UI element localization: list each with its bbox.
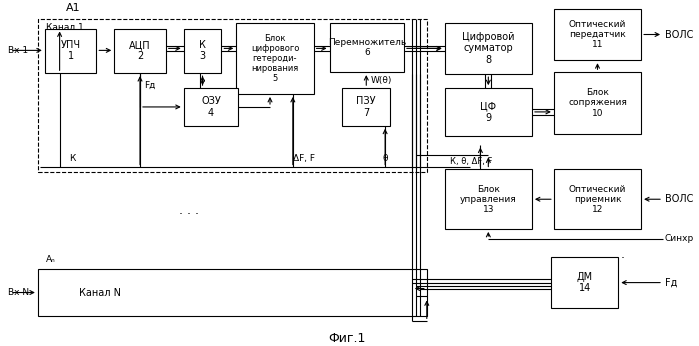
Bar — [329, 22, 404, 72]
Text: Синхр: Синхр — [665, 235, 694, 244]
Text: ΔF, F: ΔF, F — [293, 154, 315, 163]
Text: К, θ, ΔF, F: К, θ, ΔF, F — [449, 157, 492, 166]
Text: W(θ): W(θ) — [370, 76, 391, 85]
Bar — [184, 88, 238, 126]
Bar — [38, 19, 427, 172]
Text: θ: θ — [382, 154, 388, 163]
Bar — [554, 72, 641, 134]
Bar — [554, 9, 641, 60]
Bar — [343, 88, 390, 126]
Bar — [114, 29, 166, 73]
Text: Блок
сопряжения
10: Блок сопряжения 10 — [568, 89, 627, 118]
Text: ВОЛС: ВОЛС — [665, 29, 693, 39]
Text: ПЗУ
7: ПЗУ 7 — [356, 96, 376, 118]
Text: Блок
цифрового
гетероди-
нирования
5: Блок цифрового гетероди- нирования 5 — [251, 34, 299, 83]
Text: · · ·: · · · — [605, 252, 626, 265]
Text: Вх 1: Вх 1 — [8, 46, 28, 55]
Text: Блок
управления
13: Блок управления 13 — [460, 185, 517, 214]
Text: A1: A1 — [66, 3, 80, 13]
Text: ВОЛС: ВОЛС — [665, 194, 693, 204]
Text: ОЗУ
4: ОЗУ 4 — [201, 96, 221, 118]
Text: К
3: К 3 — [199, 40, 206, 62]
Bar — [184, 29, 222, 73]
Text: Канал N: Канал N — [80, 288, 122, 298]
Text: Фиг.1: Фиг.1 — [329, 332, 366, 345]
Bar — [236, 22, 314, 94]
Text: Fд: Fд — [144, 81, 155, 90]
Text: АЦП
2: АЦП 2 — [129, 40, 151, 62]
Text: · · ·: · · · — [179, 208, 199, 221]
Bar — [554, 170, 641, 229]
Text: Цифровой
сумматор
8: Цифровой сумматор 8 — [462, 32, 514, 65]
Text: Оптический
приемник
12: Оптический приемник 12 — [569, 185, 626, 214]
Bar — [45, 29, 96, 73]
Text: Оптический
передатчик
11: Оптический передатчик 11 — [569, 20, 626, 49]
Bar — [551, 257, 619, 308]
Bar — [445, 22, 532, 74]
Text: К: К — [69, 154, 76, 163]
Text: Канал 1: Канал 1 — [45, 22, 83, 31]
Text: УПЧ
1: УПЧ 1 — [61, 40, 80, 62]
Text: Перемножитель
6: Перемножитель 6 — [328, 38, 406, 57]
Text: Fд: Fд — [665, 277, 677, 288]
Text: ДМ
14: ДМ 14 — [577, 272, 593, 293]
Text: Aₙ: Aₙ — [45, 255, 55, 264]
Text: ЦФ
9: ЦФ 9 — [480, 101, 496, 122]
Bar — [445, 170, 532, 229]
Bar — [38, 269, 427, 316]
Text: Вх N: Вх N — [8, 288, 29, 297]
Bar — [445, 88, 532, 136]
